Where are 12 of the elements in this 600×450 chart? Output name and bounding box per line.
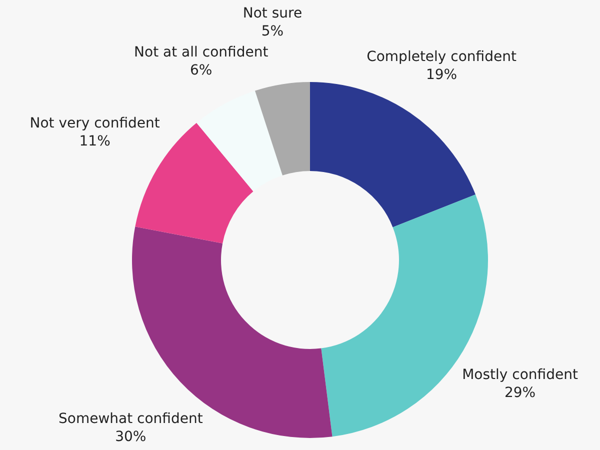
slice-label: Not at all confident: [134, 44, 269, 61]
slice-label: Mostly confident: [462, 366, 578, 383]
data-label: 29%: [504, 384, 536, 401]
data-label: 5%: [261, 24, 284, 40]
data-label: 19%: [426, 67, 458, 84]
slice-label: Not sure: [242, 6, 302, 22]
data-label: 6%: [190, 62, 212, 79]
slice-label: Somewhat confident: [58, 411, 204, 428]
data-label: 11%: [79, 133, 110, 150]
slice-label: Completely confident: [366, 49, 517, 66]
data-label: 30%: [115, 429, 146, 446]
slice-label: Not very confident: [30, 115, 160, 132]
